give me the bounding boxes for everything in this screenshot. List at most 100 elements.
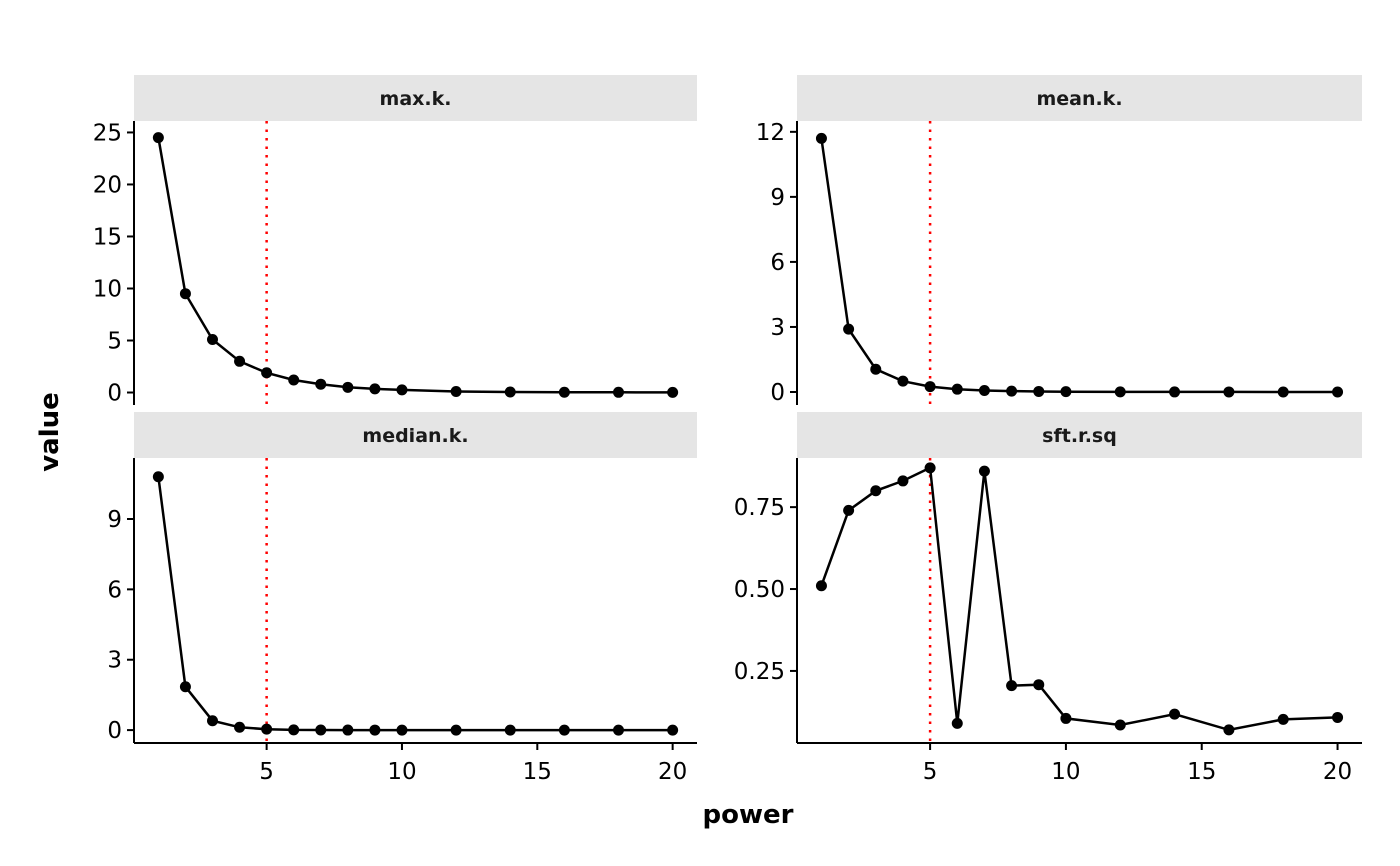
data-point <box>1114 719 1126 731</box>
data-point <box>843 504 855 516</box>
data-point <box>815 132 827 144</box>
x-tick-label: 10 <box>1051 759 1080 785</box>
data-point <box>1169 708 1181 720</box>
data-point <box>179 681 191 693</box>
data-point <box>504 724 516 736</box>
data-point <box>1223 386 1235 398</box>
series-line <box>157 476 673 732</box>
y-tick-label: 0 <box>107 381 122 407</box>
data-point <box>558 386 570 398</box>
data-point <box>1033 385 1045 397</box>
x-tick-label: 20 <box>1323 759 1352 785</box>
data-point <box>815 580 827 592</box>
data-point <box>1277 713 1289 725</box>
data-point <box>152 132 164 144</box>
data-point <box>369 724 381 736</box>
y-tick-label: 9 <box>107 507 122 533</box>
y-tick-label: 20 <box>93 172 122 198</box>
data-point <box>951 717 963 729</box>
data-point <box>450 724 462 736</box>
y-tick-label: 9 <box>770 185 785 211</box>
data-point <box>1332 386 1344 398</box>
data-point <box>179 288 191 300</box>
x-tick-label: 20 <box>658 759 687 785</box>
y-tick-label: 3 <box>107 648 122 674</box>
data-point <box>613 386 625 398</box>
data-point <box>613 724 625 736</box>
y-tick-label: 6 <box>107 577 122 603</box>
data-point <box>1060 712 1072 724</box>
data-point <box>396 384 408 396</box>
data-point <box>1060 386 1072 398</box>
data-point <box>1006 680 1018 692</box>
y-tick-label: 10 <box>93 276 122 302</box>
data-point <box>924 381 936 393</box>
y-tick-label: 0.75 <box>734 495 785 521</box>
facet-strip <box>797 75 1362 121</box>
data-point <box>1277 386 1289 398</box>
y-axis-title: value <box>35 392 65 472</box>
data-point <box>234 721 246 733</box>
data-point <box>667 386 679 398</box>
data-point <box>315 724 327 736</box>
data-point <box>206 715 218 727</box>
data-point <box>978 465 990 477</box>
y-tick-label: 3 <box>770 315 785 341</box>
y-tick-label: 5 <box>107 329 122 355</box>
y-tick-label: 12 <box>756 120 785 146</box>
x-axis-title: power <box>703 800 794 830</box>
data-point <box>897 475 909 487</box>
data-point <box>870 363 882 375</box>
data-point <box>1169 386 1181 398</box>
data-point <box>152 471 164 483</box>
data-point <box>504 386 516 398</box>
data-point <box>667 724 679 736</box>
data-point <box>342 724 354 736</box>
facet-strip <box>134 75 697 121</box>
data-point <box>951 383 963 395</box>
x-tick-label: 15 <box>523 759 552 785</box>
data-point <box>234 355 246 367</box>
data-point <box>870 485 882 497</box>
y-tick-label: 0 <box>770 380 785 406</box>
x-tick-label: 5 <box>259 759 274 785</box>
data-point <box>978 384 990 396</box>
facet-title: median.k. <box>362 425 468 447</box>
data-point <box>342 381 354 393</box>
data-point <box>843 323 855 335</box>
data-point <box>261 367 273 379</box>
x-tick-label: 15 <box>1187 759 1216 785</box>
series-line <box>820 138 1338 394</box>
data-point <box>1332 711 1344 723</box>
facet-title: max.k. <box>380 88 452 110</box>
facet-title: mean.k. <box>1036 88 1122 110</box>
y-tick-label: 0 <box>107 718 122 744</box>
facet-strip <box>797 412 1362 458</box>
data-point <box>315 378 327 390</box>
series-line <box>820 465 1338 732</box>
x-tick-label: 5 <box>923 759 938 785</box>
facet-title: sft.r.sq <box>1042 425 1117 447</box>
x-tick-label: 10 <box>387 759 416 785</box>
y-tick-label: 25 <box>93 120 122 146</box>
data-point <box>897 375 909 387</box>
y-tick-label: 15 <box>93 224 122 250</box>
data-point <box>1114 386 1126 398</box>
y-tick-label: 0.25 <box>734 659 785 685</box>
data-point <box>288 724 300 736</box>
data-point <box>206 333 218 345</box>
data-point <box>396 724 408 736</box>
y-tick-label: 6 <box>770 250 785 276</box>
series-line <box>157 137 673 394</box>
data-point <box>288 374 300 386</box>
data-point <box>1033 679 1045 691</box>
data-point <box>450 385 462 397</box>
data-point <box>558 724 570 736</box>
y-tick-label: 0.50 <box>734 577 785 603</box>
data-point <box>1006 385 1018 397</box>
data-point <box>369 383 381 395</box>
data-point <box>1223 724 1235 736</box>
data-point <box>261 723 273 735</box>
data-point <box>924 462 936 474</box>
